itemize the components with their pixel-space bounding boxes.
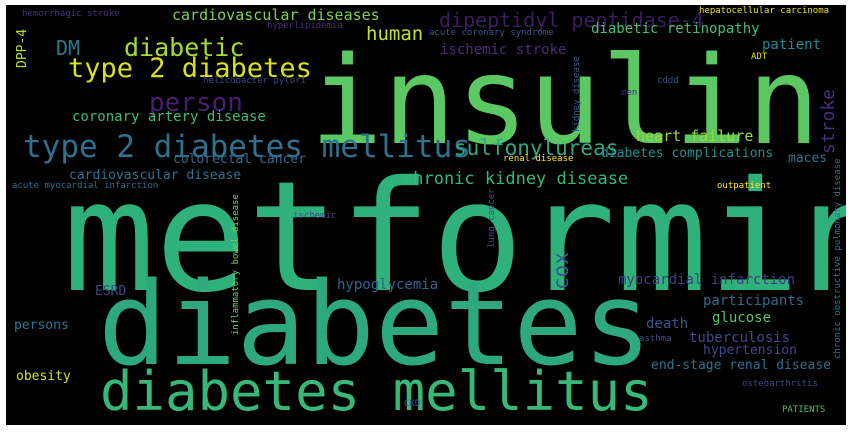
word-stroke: stroke [818,88,839,154]
word-end-stage-renal-disease: end-stage renal disease [651,358,832,373]
word-type-2-diabetes-mellitus: type 2 diabetes mellitus [23,129,471,165]
word-helicobacter-pylori: helicobacter pylori [203,76,306,86]
word-asthma: asthma [639,334,672,344]
word-ischemic-stroke: ischemic stroke [440,42,567,58]
word-diabetes-mellitus: diabetes mellitus [100,360,653,423]
word-dpp-4: DPP-4 [15,28,30,68]
word-hepatocellular-carcinoma: hepatocellular carcinoma [699,6,830,16]
word-person: person [149,88,243,118]
word-chronic-kidney-disease: chronic kidney disease [403,169,629,189]
word-acute-coronary-syndrome: acute coronary syndrome [429,28,554,38]
word-hypertension: hypertension [703,343,797,358]
word-lung-cancer: lung cancer [487,188,497,248]
word-kidney-disease: kidney disease [572,56,582,132]
word-participants: participants [703,293,805,309]
word-men: men [621,88,638,98]
word-patients: PATIENTS [782,405,826,415]
word-maces: maces [788,151,828,166]
word-diabetic: diabetic [124,33,245,62]
word-cddd: cddd [657,76,679,86]
word-cox: cox [549,252,573,290]
word-myocardial-infarction: myocardial infarction [618,272,796,288]
word-diabetes-complications: diabetes complications [601,146,774,161]
word-colorectal-cancer: colorectal cancer [173,152,307,167]
word-chronic-obstructive-pulmonary-disease: chronic obstructive pulmonary disease [833,158,843,359]
word-adt: ADT [751,52,768,62]
word-type-2-diabetes: type 2 diabetes [68,53,312,84]
word-sulfonylureas: sulfonylureas [454,136,619,160]
word-ischemic: ischemic [293,211,337,221]
word-hyperlipidemia: hyperlipidemia [267,21,343,31]
word-obesity: obesity [16,369,71,384]
word-heart-failure: heart failure [636,127,754,145]
word-persons: persons [14,318,69,333]
word-dipeptidyl-peptidase-4: dipeptidyl peptidase-4 [439,8,704,32]
word-acute-myocardial-infarction: acute myocardial infarction [12,181,159,191]
word-diabetes: diabetes [98,258,652,392]
word-glucose: glucose [712,310,772,326]
word-insulin: insulin [310,31,820,172]
word-hypoglycemia: hypoglycemia [337,277,439,293]
word-coronary-artery-disease: coronary artery disease [72,109,266,125]
word-cloud: metformin insulin diabetes diabetes mell… [6,5,846,425]
word-dm: DM [56,36,81,60]
word-esrd: ESRD [95,284,127,299]
word-cardiovascular-diseases: cardiovascular diseases [172,6,380,24]
word-tuberculosis: tuberculosis [689,330,791,346]
word-cardiovascular-disease: cardiovascular disease [69,168,242,183]
word-diabetic-retinopathy: diabetic retinopathy [591,21,760,37]
word-outpatient: outpatient [717,181,772,191]
word-renal-disease: renal disease [503,154,574,164]
word-human: human [366,23,424,45]
word-patient: patient [762,37,822,53]
word-death: death [646,316,689,332]
word-metformin: metformin [63,149,846,327]
word-hemorrhagic-stroke: hemorrhagic stroke [22,9,120,19]
word-osteoarthritis: osteoarthritis [742,379,818,389]
word-inflammatory-bowel-disease: inflammatory bowel disease [231,194,241,335]
word-ckd: CKD [404,399,421,409]
